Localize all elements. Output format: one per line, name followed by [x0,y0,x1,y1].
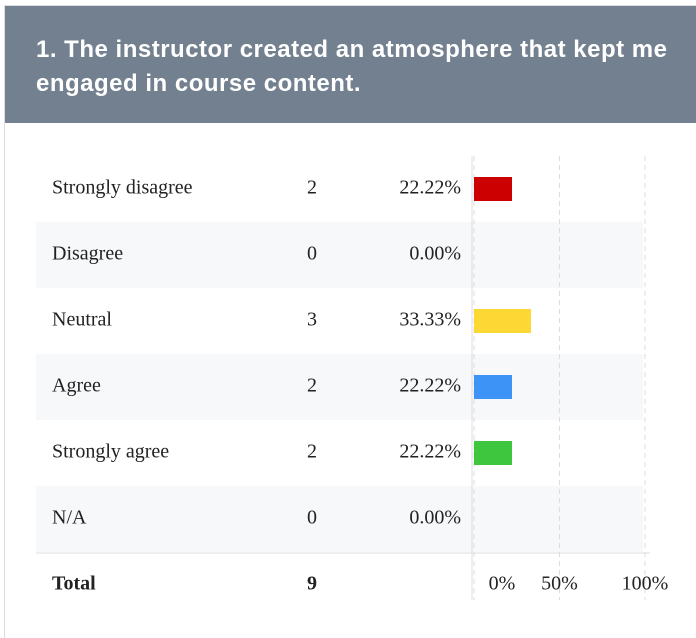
category-label: Strongly disagree [52,177,193,199]
x-tick-label: 50% [541,573,578,595]
percent-label: 0.00% [409,507,461,529]
percent-label: 0.00% [409,243,461,265]
total-label: Total [52,573,96,595]
count: 2 [307,441,317,463]
count: 2 [307,375,317,397]
category-label: Strongly agree [52,441,169,463]
percent-label: 22.22% [399,441,461,463]
bar [474,309,531,333]
percent-label: 22.22% [399,375,461,397]
bar [474,177,512,201]
count: 0 [307,507,317,529]
category-label: Agree [52,375,101,397]
question-title: 1. The instructor created an atmosphere … [5,6,696,123]
count: 3 [307,309,317,331]
percent-label: 33.33% [399,309,461,331]
category-label: Neutral [52,309,112,331]
x-tick-label: 0% [489,573,516,595]
bar [474,441,512,465]
x-tick-label: 100% [622,573,669,595]
row-background [36,486,643,552]
total-count: 9 [307,573,317,595]
panel-border [4,5,696,638]
category-label: N/A [52,507,87,529]
row-background [36,354,643,420]
count: 2 [307,177,317,199]
percent-label: 22.22% [399,177,461,199]
count: 0 [307,243,317,265]
category-label: Disagree [52,243,123,265]
bar [474,375,512,399]
row-background [36,222,643,288]
